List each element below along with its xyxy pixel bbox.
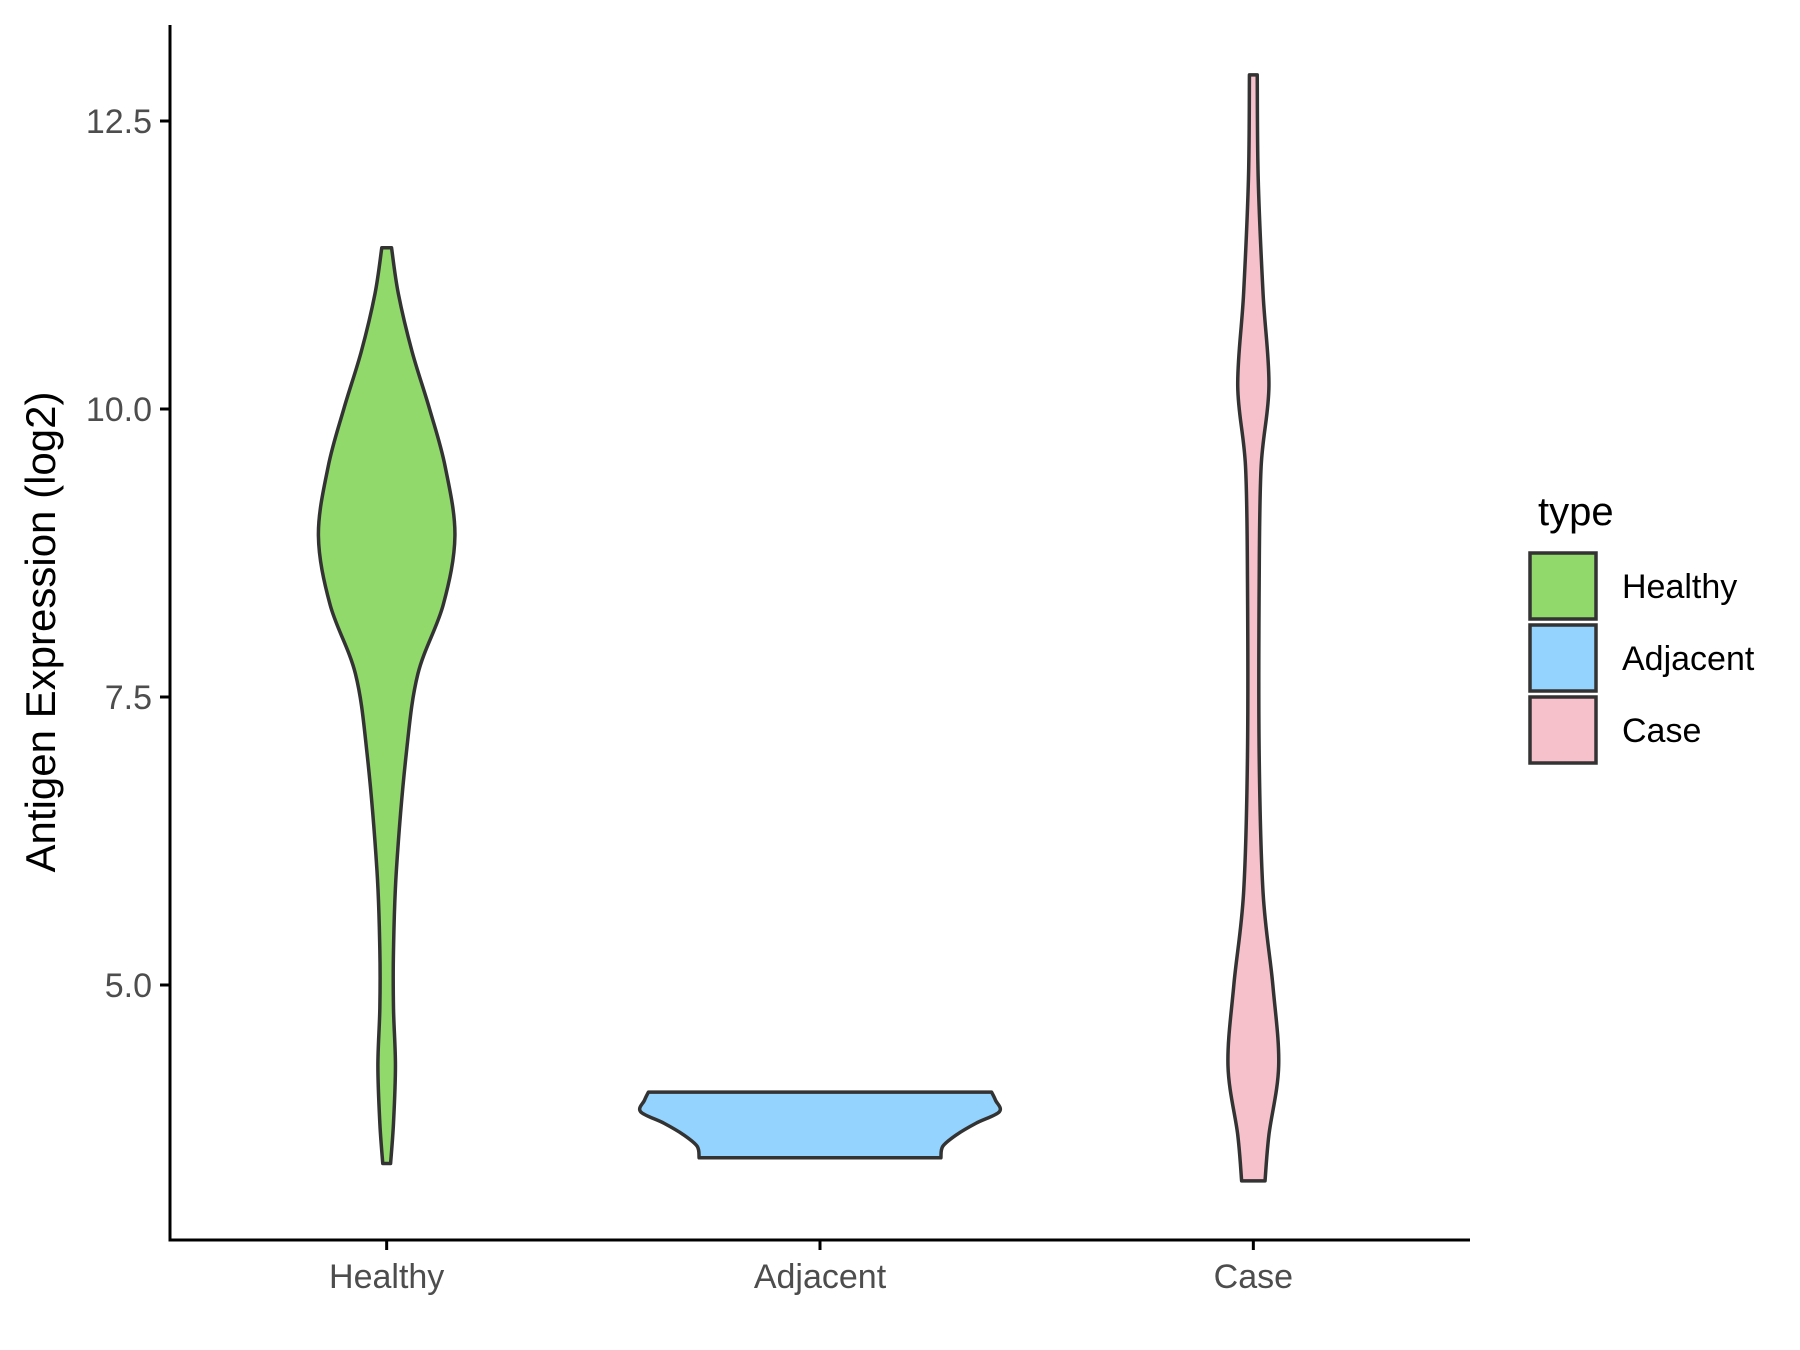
legend-label-adjacent: Adjacent bbox=[1622, 640, 1755, 678]
violin-case bbox=[1226, 73, 1281, 1183]
x-axis-ticks: Healthy Adjacent Case bbox=[329, 1240, 1293, 1296]
legend-swatch-case bbox=[1528, 695, 1598, 765]
legend-entries: Healthy Adjacent Case bbox=[1528, 551, 1755, 765]
legend-label-healthy: Healthy bbox=[1622, 568, 1737, 606]
y-tick-label: 5.0 bbox=[105, 967, 152, 1005]
y-tick-label: 10.0 bbox=[86, 391, 152, 429]
violin-healthy bbox=[316, 245, 457, 1166]
y-tick-label: 7.5 bbox=[105, 679, 152, 717]
legend-swatch-adjacent bbox=[1528, 623, 1598, 693]
legend-label-case: Case bbox=[1622, 712, 1701, 750]
y-axis-ticks: 5.0 7.5 10.0 12.5 bbox=[86, 103, 170, 1005]
x-tick-label: Case bbox=[1214, 1258, 1293, 1296]
legend-swatch-healthy bbox=[1528, 551, 1598, 621]
legend: type Healthy Adjacent Case bbox=[1528, 490, 1755, 765]
violin-adjacent bbox=[637, 1090, 1003, 1160]
x-tick-label: Adjacent bbox=[754, 1258, 887, 1296]
x-tick-label: Healthy bbox=[329, 1258, 444, 1296]
violin-layer bbox=[316, 73, 1281, 1183]
legend-title: type bbox=[1538, 490, 1614, 534]
y-tick-label: 12.5 bbox=[86, 103, 152, 141]
y-axis-title: Antigen Expression (log2) bbox=[17, 392, 64, 873]
